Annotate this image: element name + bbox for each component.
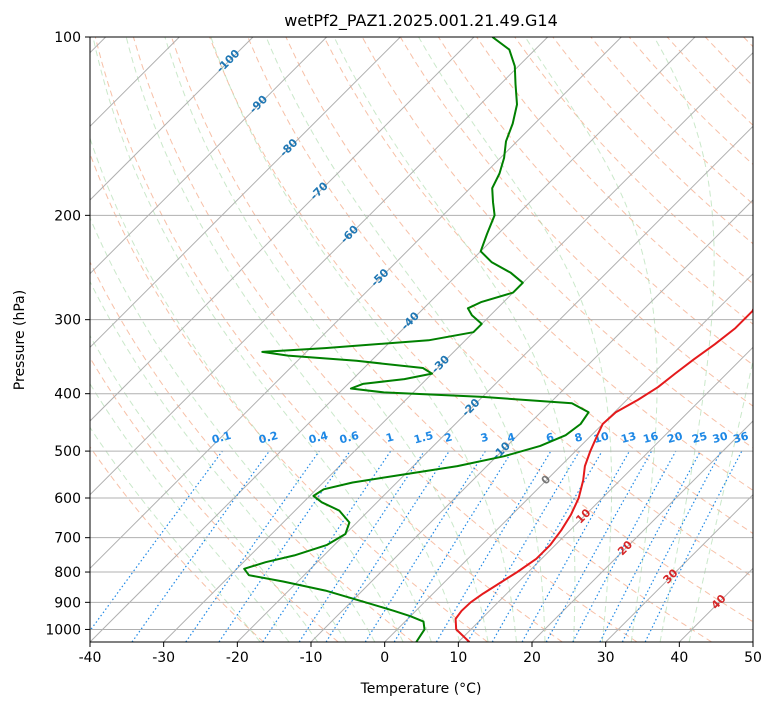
x-tick-label: 50 [744,650,762,666]
chart-title: wetPf2_PAZ1.2025.001.21.49.G14 [284,11,558,31]
y-tick-label: 600 [54,491,81,507]
x-tick-label: 0 [380,650,389,666]
x-tick-label: 20 [523,650,541,666]
y-tick-label: 200 [54,208,81,224]
y-tick-label: 700 [54,531,81,547]
x-tick-label: -20 [226,650,249,666]
x-tick-label: 40 [670,650,688,666]
y-axis-label: Pressure (hPa) [12,290,28,390]
y-tick-label: 100 [54,30,81,46]
y-tick-label: 800 [54,565,81,581]
x-tick-label: -10 [300,650,323,666]
x-tick-label: -40 [79,650,102,666]
y-tick-label: 1000 [45,622,81,638]
y-tick-label: 300 [54,313,81,329]
x-tick-label: 10 [449,650,467,666]
x-axis-label: Temperature (°C) [360,681,482,697]
x-tick-label: -30 [152,650,175,666]
y-tick-label: 500 [54,444,81,460]
y-tick-label: 900 [54,595,81,611]
y-tick-label: 400 [54,387,81,403]
x-tick-label: 30 [597,650,615,666]
